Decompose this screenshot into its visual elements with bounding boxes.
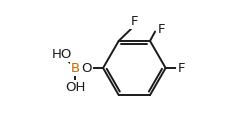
Text: F: F [130,15,137,28]
Text: HO: HO [51,48,71,61]
Text: F: F [157,23,164,36]
Text: F: F [177,61,184,75]
Text: O: O [81,61,92,75]
Text: OH: OH [65,81,85,94]
Text: B: B [70,61,79,75]
